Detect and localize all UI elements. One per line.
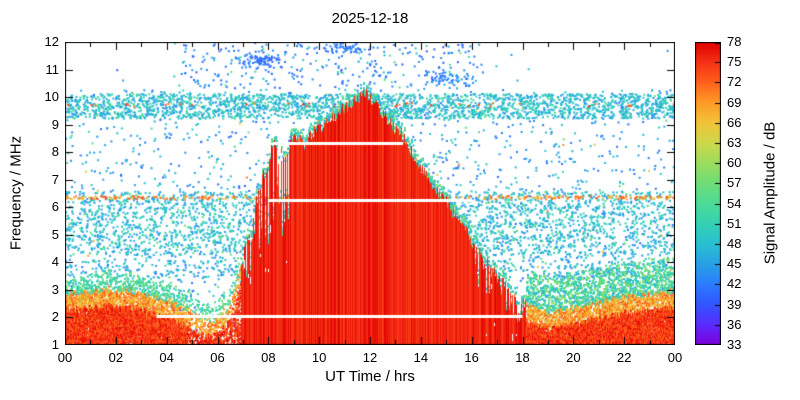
x-tick-label: 18 (515, 350, 530, 365)
y-tick-label: 10 (44, 89, 59, 105)
y-tick-label: 2 (51, 309, 59, 325)
x-tick-label: 02 (108, 350, 124, 365)
y-tick-label: 8 (51, 144, 59, 160)
colorbar-tick-label: 54 (727, 195, 742, 211)
colorbar-tick-label: 66 (727, 114, 742, 130)
spectrogram-canvas (65, 42, 675, 345)
colorbar-tick-label: 42 (727, 276, 742, 292)
x-tick-label: 06 (210, 350, 225, 365)
colorbar-tick-label: 57 (727, 175, 742, 191)
colorbar-tick-label: 45 (727, 256, 742, 272)
y-axis-label: Frequency / MHz (7, 135, 25, 251)
y-tick-label: 4 (51, 254, 59, 270)
x-tick-label: 12 (362, 350, 378, 365)
chart-title: 2025-12-18 (331, 10, 409, 27)
colorbar-tick-label: 60 (727, 155, 742, 171)
x-tick-label: 00 (667, 350, 683, 365)
x-tick-label: 04 (159, 350, 174, 365)
colorbar-tick-label: 69 (727, 94, 742, 110)
x-tick-label: 00 (57, 350, 73, 365)
y-tick-label: 12 (44, 34, 59, 49)
colorbar-tick-label: 51 (727, 215, 742, 231)
colorbar-tick-label: 36 (727, 316, 742, 332)
colorbar-tick-label: 48 (727, 236, 742, 251)
colorbar-tick-label: 33 (727, 337, 742, 352)
colorbar-tick-label: 72 (727, 74, 742, 90)
colorbar-label: Signal Amplitude / dB (761, 121, 779, 265)
x-tick-label: 10 (311, 350, 327, 365)
colorbar-tick-label: 63 (727, 135, 742, 150)
x-axis-label: UT Time / hrs (325, 368, 415, 385)
x-tick-label: 14 (413, 350, 429, 365)
y-tick-label: 5 (51, 226, 59, 242)
colorbar-canvas (695, 42, 721, 345)
y-tick-label: 7 (51, 171, 59, 187)
y-tick-label: 11 (45, 61, 60, 77)
colorbar-tick-label: 75 (727, 54, 742, 70)
colorbar-tick-label: 39 (727, 296, 742, 312)
colorbar-tick-label: 78 (727, 34, 742, 49)
x-tick-label: 20 (566, 350, 581, 365)
y-tick-label: 1 (51, 337, 59, 352)
y-tick-label: 6 (51, 199, 59, 215)
x-tick-label: 22 (616, 350, 632, 365)
x-tick-label: 16 (464, 350, 479, 365)
y-tick-label: 3 (51, 281, 59, 297)
y-tick-label: 9 (51, 116, 59, 132)
x-tick-label: 08 (261, 350, 276, 365)
